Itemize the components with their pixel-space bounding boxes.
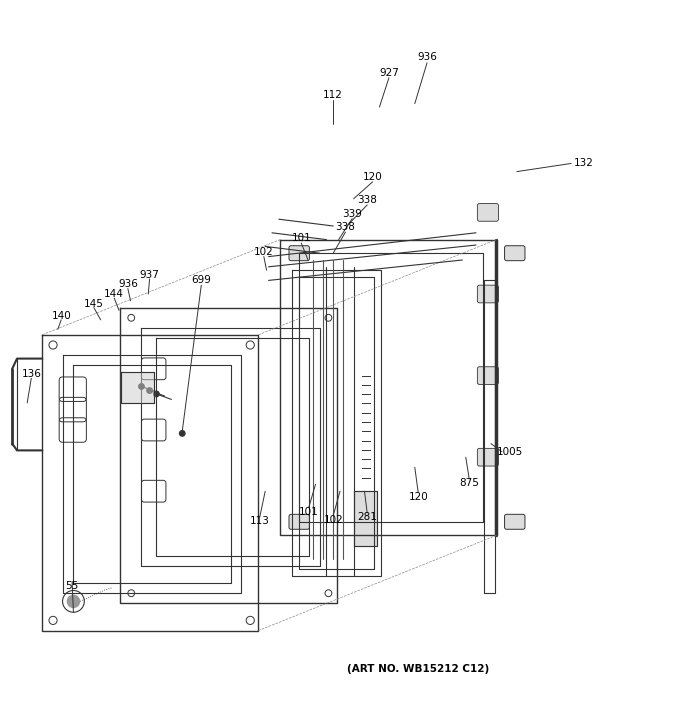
FancyBboxPatch shape: [477, 203, 498, 222]
Text: 102: 102: [254, 247, 274, 257]
Text: 55: 55: [65, 581, 79, 592]
Circle shape: [180, 431, 185, 436]
Circle shape: [139, 384, 144, 390]
FancyBboxPatch shape: [505, 245, 525, 261]
Text: 112: 112: [323, 90, 343, 101]
Text: 1005: 1005: [497, 447, 523, 457]
Text: 140: 140: [51, 311, 71, 321]
Text: 136: 136: [21, 369, 41, 379]
Circle shape: [154, 391, 159, 397]
Text: 144: 144: [104, 289, 124, 299]
FancyBboxPatch shape: [477, 285, 498, 303]
Polygon shape: [121, 372, 154, 403]
FancyBboxPatch shape: [477, 367, 498, 384]
Text: 102: 102: [323, 515, 343, 525]
Text: 339: 339: [342, 209, 362, 219]
Text: 120: 120: [362, 172, 383, 182]
Text: 338: 338: [357, 195, 377, 205]
Text: 937: 937: [139, 270, 160, 280]
Text: 927: 927: [379, 68, 399, 78]
Text: 875: 875: [459, 478, 479, 488]
Circle shape: [67, 594, 80, 608]
Text: 132: 132: [573, 159, 594, 169]
Text: 281: 281: [357, 512, 377, 522]
Circle shape: [147, 388, 152, 393]
FancyBboxPatch shape: [289, 245, 309, 261]
Text: 101: 101: [291, 233, 311, 243]
Text: 936: 936: [417, 52, 437, 62]
Text: 338: 338: [335, 222, 356, 232]
FancyBboxPatch shape: [477, 448, 498, 466]
Text: 145: 145: [84, 298, 104, 308]
Text: 699: 699: [191, 275, 211, 285]
Text: 120: 120: [408, 492, 428, 502]
Text: (ART NO. WB15212 C12): (ART NO. WB15212 C12): [347, 665, 490, 674]
Polygon shape: [354, 491, 377, 546]
Text: 101: 101: [299, 507, 319, 517]
FancyBboxPatch shape: [505, 514, 525, 529]
Text: 936: 936: [118, 279, 138, 290]
FancyBboxPatch shape: [289, 514, 309, 529]
Text: 113: 113: [250, 516, 270, 526]
